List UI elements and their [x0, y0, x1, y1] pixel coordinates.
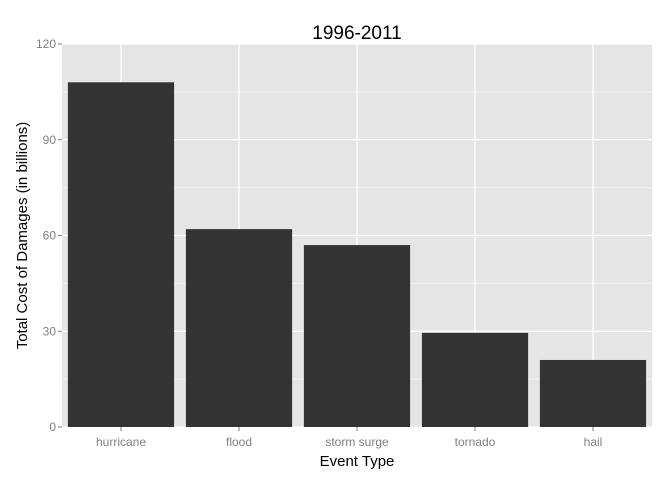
chart-title: 1996-2011 — [312, 23, 401, 44]
bar-storm-surge — [303, 245, 411, 427]
x-tick-label: storm surge — [325, 435, 389, 449]
y-axis-title: Total Cost of Damages (in billions) — [14, 122, 31, 350]
x-tick-label: flood — [226, 435, 252, 449]
y-tick-label: 60 — [43, 229, 57, 243]
x-tick-label: hurricane — [96, 435, 146, 449]
y-tick-label: 120 — [36, 37, 56, 51]
bars — [67, 82, 647, 428]
x-axis-title: Event Type — [320, 453, 395, 470]
bar-flood — [185, 229, 293, 427]
y-tick-label: 0 — [49, 420, 56, 434]
x-tick-label: tornado — [455, 435, 496, 449]
y-tick-label: 30 — [43, 324, 57, 338]
y-axis: 0 30 60 90 120 — [36, 37, 62, 434]
x-axis: hurricane flood storm surge tornado hail — [96, 427, 602, 449]
bar-tornado — [421, 332, 529, 427]
bar-hail — [539, 359, 647, 427]
x-tick-label: hail — [584, 435, 603, 449]
bar-hurricane — [67, 82, 175, 428]
y-tick-label: 90 — [43, 133, 57, 147]
